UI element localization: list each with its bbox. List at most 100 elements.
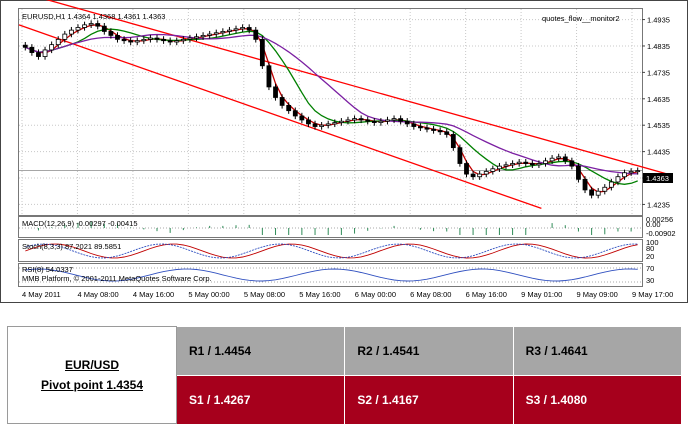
candle-body [378, 120, 384, 123]
time-tick-label: 6 May 16:00 [466, 290, 507, 299]
candle-body [576, 165, 581, 180]
moving-averages [25, 24, 638, 193]
candle-body [516, 161, 522, 164]
candle-body [444, 131, 450, 135]
candle-body [319, 124, 325, 127]
stoch-tick-80: 80 [646, 244, 654, 253]
candle-body [503, 164, 509, 167]
current-price-label: 1.4363 [646, 174, 669, 183]
pivot-table: EUR/USD Pivot point 1.4354 R1 / 1.4454 R… [7, 326, 683, 424]
candle-body [167, 40, 173, 43]
r1-cell: R1 / 1.4454 [176, 326, 346, 375]
candle-body [635, 170, 641, 173]
candle-body [332, 122, 338, 125]
candle-body [108, 31, 114, 36]
candle-body [240, 27, 246, 30]
candle-body [477, 173, 483, 178]
time-tick-label: 4 May 2011 [22, 290, 61, 299]
price-tick-label: 1.4935 [647, 16, 670, 25]
macd-panel [18, 216, 643, 238]
indicator-name: quotes_flow__monitor2 [542, 14, 620, 23]
candle-body [88, 23, 94, 26]
price-tick-label: 1.4235 [647, 200, 670, 209]
time-tick-label: 4 May 16:00 [133, 290, 174, 299]
price-tick-label: 1.4835 [647, 42, 670, 51]
candle-body [470, 173, 476, 178]
candle-body [595, 190, 601, 196]
candle-body [464, 163, 469, 175]
time-tick-label: 6 May 08:00 [410, 290, 451, 299]
macd-label: MACD(12,26,9) -0.00297 -0.00415 [22, 219, 138, 228]
candle-body [404, 120, 410, 125]
candle-body [95, 23, 101, 27]
candle-body [411, 123, 417, 127]
candle-body [358, 118, 364, 121]
channel-upper-line [45, 0, 673, 177]
candle-body [352, 118, 357, 121]
candle-body [227, 29, 232, 32]
r3-cell: R3 / 1.4641 [513, 326, 683, 375]
candle-body [200, 35, 206, 38]
candle-body [391, 118, 397, 121]
s2-cell: S2 / 1.4167 [344, 374, 514, 424]
candle-body [483, 171, 489, 175]
candle-body [273, 86, 278, 98]
candle-body [154, 37, 160, 40]
rsi-tick-70: 70 [646, 264, 654, 273]
candle-body [22, 44, 28, 48]
channel-lower-line [18, 24, 542, 210]
slow-ma-line [25, 33, 638, 175]
candle-body [457, 147, 463, 164]
candle-body [589, 189, 595, 196]
candle-body [549, 157, 555, 162]
candle-body [325, 123, 331, 126]
candle-body [562, 156, 568, 162]
candle-body [365, 119, 371, 122]
rsi-label: RSI(8) 54.0337 [22, 265, 73, 274]
mid-ma-line [25, 28, 638, 185]
stoch-main-line [25, 243, 638, 259]
candle-body [371, 120, 377, 123]
candles [22, 20, 641, 199]
candle-body [180, 38, 186, 42]
time-tick-label: 6 May 00:00 [355, 290, 396, 299]
price-tick-label: 1.4435 [647, 148, 670, 157]
candle-body [490, 168, 496, 172]
macd-tick-zero: 0.00 [646, 220, 661, 229]
trend-channel [18, 0, 673, 210]
candle-body [207, 33, 213, 36]
time-tick-label: 9 May 17:00 [632, 290, 673, 299]
candle-body [121, 38, 127, 42]
candle-body [398, 118, 404, 122]
time-axis: 4 May 2011 4 May 08:00 4 May 16:00 5 May 00… [22, 290, 673, 299]
candle-body [345, 119, 351, 122]
candle-body [134, 40, 140, 43]
candle-body [286, 104, 292, 112]
candle-body [62, 33, 68, 40]
candle-body [141, 38, 147, 42]
candle-body [536, 163, 542, 166]
stoch-signal-line [25, 243, 638, 259]
candle-body [292, 110, 298, 117]
candle-body [424, 127, 430, 130]
pivot-point-label: Pivot point 1.4354 [40, 378, 144, 392]
candle-body [306, 119, 311, 125]
candle-body [543, 160, 548, 164]
fast-ma-line [25, 24, 638, 193]
price-chart: 1.4935 1.4835 1.4735 1.4635 1.4535 1.4435 1.43… [0, 0, 688, 303]
time-tick-label: 9 May 01:00 [521, 290, 562, 299]
candle-body [615, 176, 621, 183]
candle-body [266, 65, 272, 88]
stoch-tick-20: 20 [646, 252, 654, 261]
candle-body [582, 178, 588, 191]
rsi-tick-30: 30 [646, 276, 654, 285]
candle-body [431, 128, 436, 131]
candle-body [42, 49, 48, 57]
candle-body [569, 160, 575, 167]
current-price-tag: 1.4363 [643, 173, 673, 183]
candle-body [253, 29, 259, 40]
indicator-lines [19, 221, 642, 283]
candle-body [49, 44, 55, 51]
stoch-tick-100: 100 [646, 238, 659, 247]
candle-body [437, 130, 443, 133]
